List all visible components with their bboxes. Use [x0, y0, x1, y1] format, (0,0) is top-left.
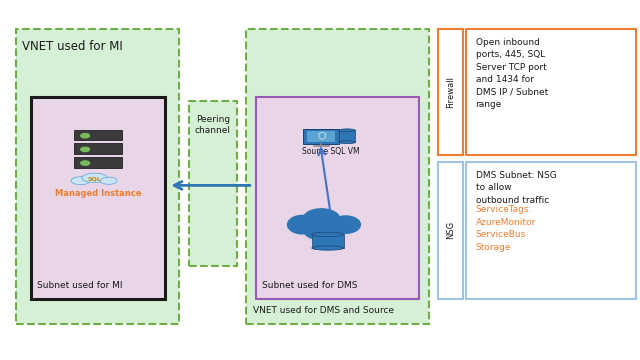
- Bar: [466, 29, 636, 155]
- Text: DMS Subnet: NSG
to allow
outbound traffic: DMS Subnet: NSG to allow outbound traffi…: [476, 171, 556, 217]
- Circle shape: [80, 133, 90, 139]
- Ellipse shape: [339, 141, 355, 144]
- Bar: [16, 29, 179, 324]
- Bar: [74, 143, 122, 154]
- Text: SQL: SQL: [88, 176, 102, 181]
- Ellipse shape: [339, 129, 355, 132]
- Ellipse shape: [82, 173, 108, 183]
- Text: Peering
channel: Peering channel: [195, 115, 231, 135]
- Ellipse shape: [304, 223, 339, 240]
- Bar: [31, 97, 165, 299]
- Ellipse shape: [71, 177, 90, 185]
- Bar: [189, 101, 237, 266]
- Bar: [438, 162, 463, 299]
- Text: Firewall: Firewall: [446, 76, 455, 108]
- Text: VNET used for DMS and Source: VNET used for DMS and Source: [253, 306, 394, 315]
- Bar: [466, 162, 636, 299]
- Text: ServiceTags:
AzureMonitor
ServiceBus
Storage: ServiceTags: AzureMonitor ServiceBus Sto…: [476, 205, 536, 252]
- Text: ⬡: ⬡: [317, 131, 326, 141]
- Text: Managed Instance: Managed Instance: [54, 189, 141, 198]
- Text: Subnet used for DMS: Subnet used for DMS: [262, 281, 358, 290]
- Bar: [74, 130, 122, 140]
- Circle shape: [80, 160, 90, 166]
- Ellipse shape: [312, 232, 344, 237]
- Bar: [74, 157, 122, 168]
- Bar: [307, 131, 335, 142]
- Bar: [438, 29, 463, 155]
- Bar: [246, 29, 429, 324]
- Text: NSG: NSG: [446, 221, 455, 239]
- Text: Open inbound
ports, 445, SQL
Server TCP port
and 1434 for
DMS IP / Subnet
range: Open inbound ports, 445, SQL Server TCP …: [476, 38, 548, 109]
- Ellipse shape: [312, 246, 344, 250]
- Bar: [256, 97, 419, 299]
- Bar: [339, 130, 355, 142]
- Text: VNET used for MI: VNET used for MI: [22, 40, 123, 53]
- Text: Source SQL VM: Source SQL VM: [302, 147, 360, 156]
- Bar: [303, 129, 339, 144]
- Ellipse shape: [330, 215, 361, 234]
- Ellipse shape: [100, 177, 117, 184]
- Circle shape: [80, 147, 90, 152]
- Bar: [312, 234, 344, 248]
- Ellipse shape: [287, 215, 317, 235]
- Ellipse shape: [302, 208, 340, 230]
- Text: Subnet used for MI: Subnet used for MI: [37, 281, 123, 290]
